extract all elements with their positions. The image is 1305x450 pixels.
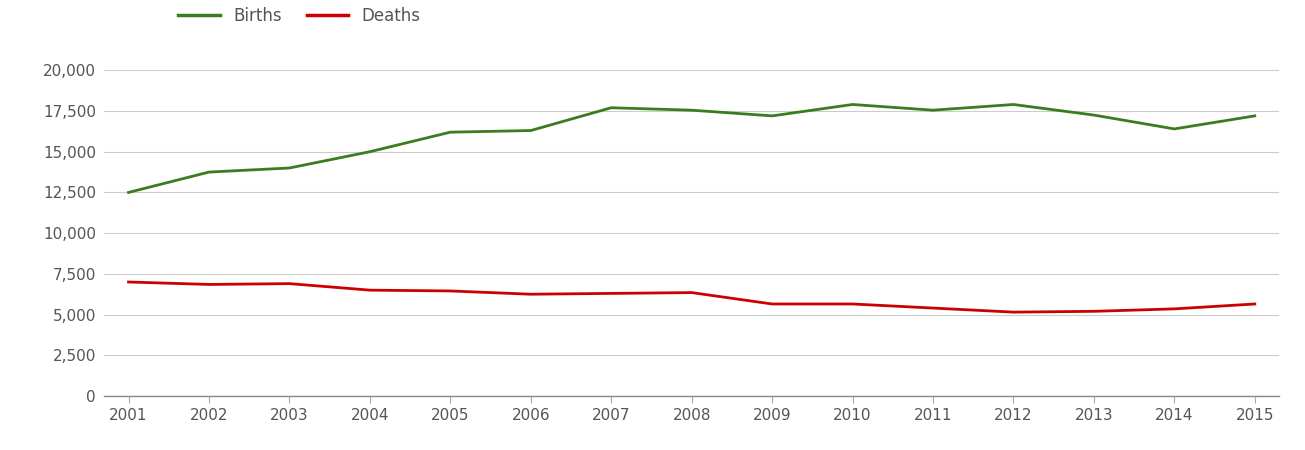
Deaths: [361, 288, 377, 293]
Deaths: [442, 288, 458, 294]
Deaths: [282, 281, 298, 286]
Deaths: [523, 292, 539, 297]
Deaths: [1006, 310, 1022, 315]
Line: Deaths: Deaths: [128, 282, 1255, 312]
Deaths: [1086, 309, 1101, 314]
Births: [844, 102, 860, 107]
Deaths: [684, 290, 699, 295]
Deaths: [1248, 302, 1263, 307]
Births: [523, 128, 539, 133]
Births: [684, 108, 699, 113]
Deaths: [844, 302, 860, 307]
Births: [282, 165, 298, 171]
Births: [1006, 102, 1022, 107]
Deaths: [1167, 306, 1182, 311]
Births: [201, 169, 217, 175]
Deaths: [765, 302, 780, 307]
Births: [1167, 126, 1182, 131]
Line: Births: Births: [128, 104, 1255, 193]
Legend: Births, Deaths: Births, Deaths: [171, 0, 428, 32]
Births: [1086, 112, 1101, 118]
Deaths: [201, 282, 217, 287]
Births: [1248, 113, 1263, 119]
Births: [361, 149, 377, 154]
Births: [603, 105, 619, 110]
Births: [442, 130, 458, 135]
Births: [120, 190, 136, 195]
Deaths: [925, 306, 941, 311]
Births: [765, 113, 780, 119]
Births: [925, 108, 941, 113]
Deaths: [603, 291, 619, 296]
Deaths: [120, 279, 136, 285]
